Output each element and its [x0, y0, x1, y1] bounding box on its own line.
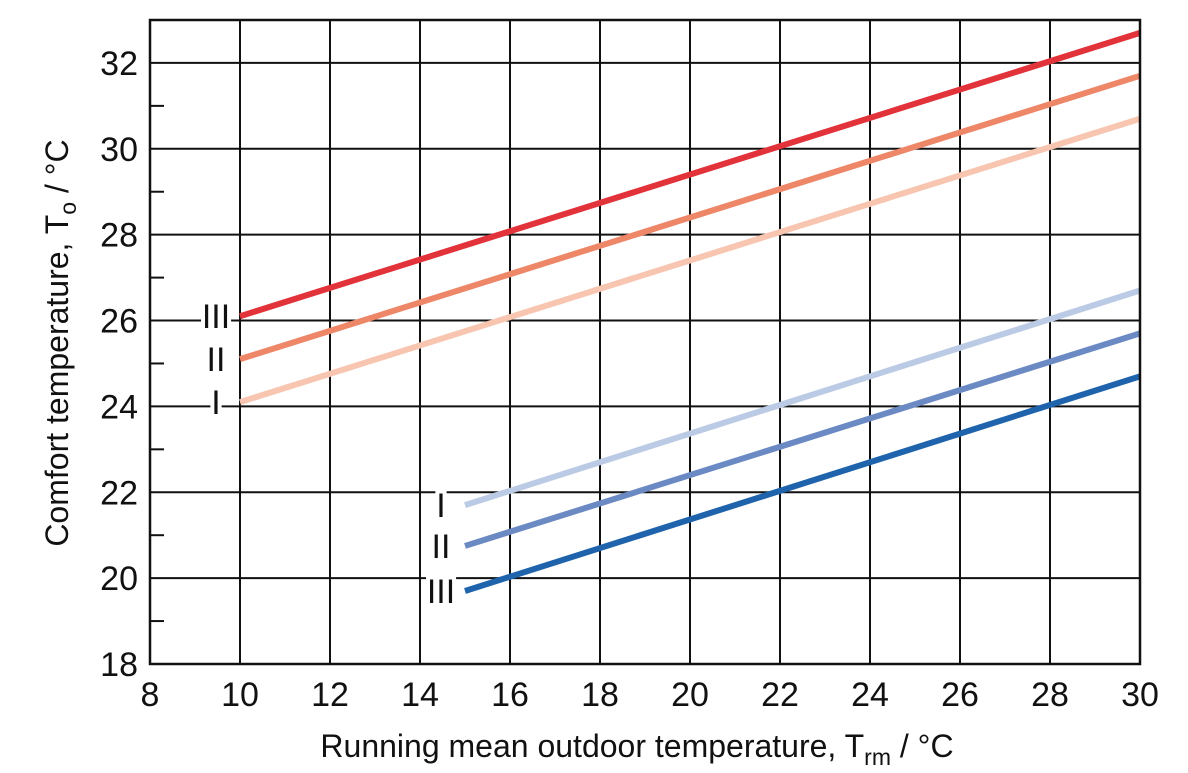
y-axis-label-unit: / °C [39, 139, 75, 202]
x-tick-label: 26 [941, 676, 979, 714]
y-axis-label-sub: o [55, 202, 81, 215]
ticks: 8 10 12 14 16 18 20 22 24 26 28 30 18 20 22 24 26 28 30 32 [100, 45, 1159, 714]
x-tick-label: 22 [761, 676, 799, 714]
class-label-upper-II: II [207, 341, 226, 379]
x-tick-label: 24 [851, 676, 889, 714]
y-tick-label: 32 [100, 45, 138, 83]
y-axis-label: Comfort temperature, To / °C [39, 139, 81, 546]
class-label-upper-I: I [211, 384, 220, 422]
x-tick-label: 10 [221, 676, 259, 714]
x-tick-label: 14 [401, 676, 439, 714]
y-axis-label-text: Comfort temperature, T [39, 215, 75, 547]
x-tick-label: 28 [1031, 676, 1069, 714]
y-tick-label: 22 [100, 474, 138, 512]
y-tick-label: 20 [100, 560, 138, 598]
series-line-lower-II [464, 330, 1141, 549]
x-tick-label: 12 [311, 676, 349, 714]
class-label-lower-II: II [432, 528, 451, 566]
x-tick-label: 20 [671, 676, 709, 714]
series-line-upper-II [239, 72, 1141, 363]
x-tick-label: 30 [1121, 676, 1159, 714]
plot-frame [148, 18, 1142, 666]
series-line-lower-III [464, 373, 1141, 594]
x-axis-label: Running mean outdoor temperature, Trm / … [320, 728, 953, 770]
class-label-upper-III: III [202, 298, 230, 336]
x-tick-label: 8 [141, 676, 160, 714]
class-label-lower-I: I [436, 487, 445, 525]
series-line-upper-I [239, 115, 1141, 405]
y-tick-label: 30 [100, 131, 138, 169]
class-label-lower-III: III [427, 573, 455, 611]
x-axis-label-sub: rm [864, 744, 891, 770]
x-axis-label-unit: / °C [891, 728, 954, 764]
series-line-upper-III [239, 30, 1141, 320]
x-axis-label-text: Running mean outdoor temperature, T [320, 728, 864, 764]
y-tick-label: 24 [100, 388, 138, 426]
series-lines [239, 30, 1141, 594]
y-tick-label: 28 [100, 217, 138, 255]
x-tick-label: 18 [581, 676, 619, 714]
y-tick-label: 26 [100, 303, 138, 341]
x-tick-label: 16 [491, 676, 529, 714]
y-tick-label: 18 [100, 646, 138, 684]
series-line-lower-I [464, 287, 1141, 509]
